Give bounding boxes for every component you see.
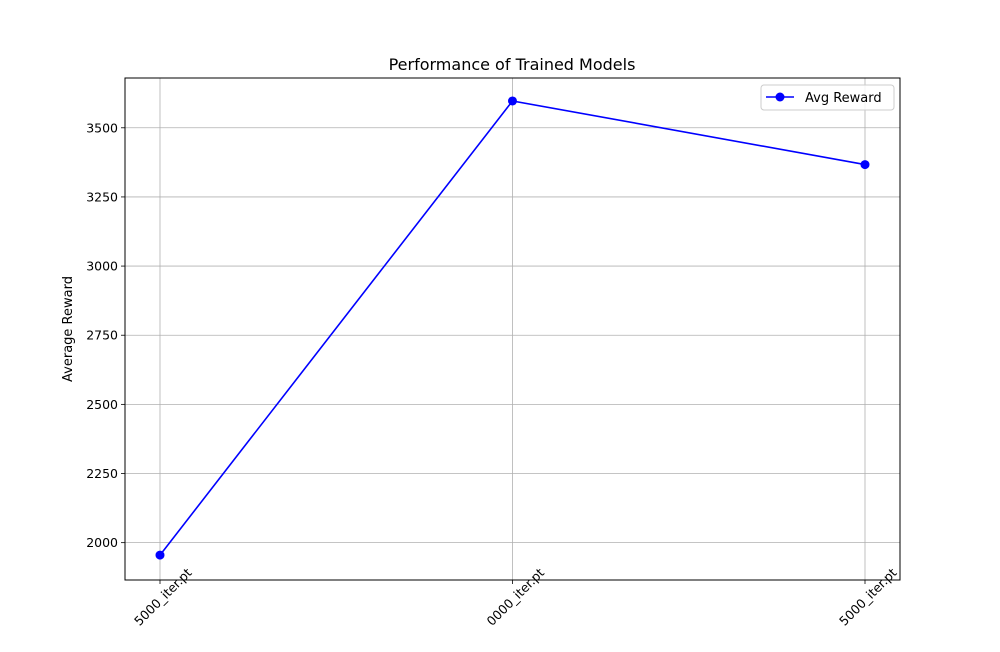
x-tick-label: 5000_iter.pt xyxy=(131,565,195,629)
y-tick-label: 2750 xyxy=(86,328,118,343)
y-tick-label: 2500 xyxy=(86,397,118,412)
y-axis-label: Average Reward xyxy=(61,276,76,382)
data-point xyxy=(860,160,870,170)
y-tick-label: 3500 xyxy=(86,120,118,135)
y-tick-label: 3250 xyxy=(86,189,118,204)
chart-title: Performance of Trained Models xyxy=(389,55,636,74)
x-tick-label: 0000_iter.pt xyxy=(484,565,548,629)
data-point xyxy=(155,550,165,560)
y-tick-label: 2000 xyxy=(86,535,118,550)
legend: Avg Reward xyxy=(760,84,895,111)
legend-box xyxy=(760,84,895,111)
legend-marker xyxy=(775,92,785,102)
data-point xyxy=(508,96,517,106)
legend-label: Avg Reward xyxy=(805,91,882,106)
y-tick-label: 3000 xyxy=(86,259,118,274)
series xyxy=(155,96,870,560)
y-tick-label: 2250 xyxy=(86,466,118,481)
x-ticks: 5000_iter.pt 0000_iter.pt 5000_iter.pt xyxy=(131,565,900,629)
x-tick-label: 5000_iter.pt xyxy=(836,565,900,629)
y-ticks: 2000 2250 2500 2750 3000 3250 3500 xyxy=(86,120,125,550)
grid xyxy=(125,78,900,580)
